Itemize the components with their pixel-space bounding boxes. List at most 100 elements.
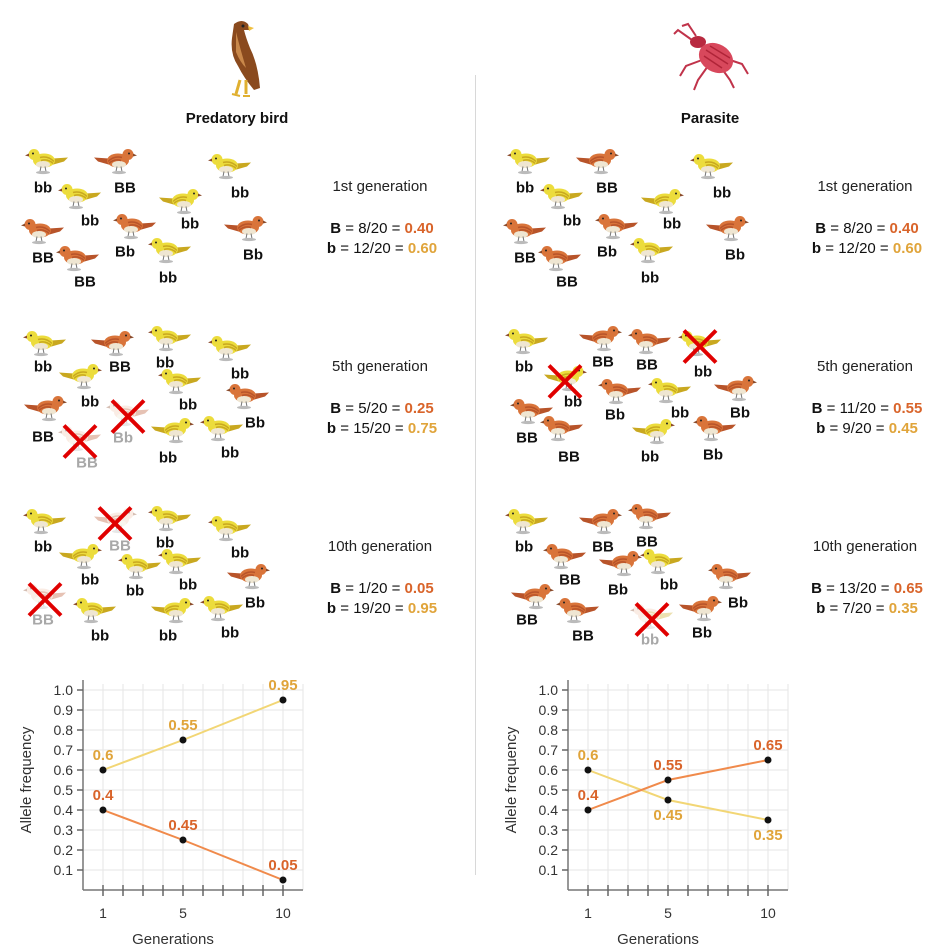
genotype-label: Bb bbox=[115, 243, 135, 261]
allele-symbol: B bbox=[330, 400, 342, 417]
eliminated-cross-icon bbox=[26, 581, 64, 624]
allele-fraction: 5/20 bbox=[358, 400, 388, 417]
orange-bird-icon bbox=[502, 216, 548, 251]
allele-fraction: 8/20 bbox=[843, 220, 873, 237]
genotype-label: BB bbox=[32, 428, 54, 446]
genotype-label: bb bbox=[693, 363, 713, 381]
genotype-label: bb bbox=[659, 576, 679, 594]
yellow-bird-icon bbox=[149, 415, 195, 450]
data-point bbox=[179, 836, 187, 844]
genotype-label: bb bbox=[80, 393, 100, 411]
allele-fraction: 1/20 bbox=[358, 580, 388, 597]
y-tick-label: 0.8 bbox=[54, 722, 74, 738]
allele-symbol: B bbox=[811, 580, 822, 597]
allele-fraction: 9/20 bbox=[842, 420, 872, 437]
data-label: 0.45 bbox=[168, 817, 197, 834]
orange-bird-icon bbox=[577, 323, 623, 358]
genotype-label: BB bbox=[114, 179, 136, 197]
allele-symbol: B bbox=[330, 580, 342, 597]
genotype-label: Bb bbox=[597, 243, 617, 261]
orange-bird-icon bbox=[509, 396, 555, 431]
y-axis-label: Allele frequency bbox=[18, 726, 35, 833]
genotype-label: bb bbox=[90, 627, 110, 645]
hawk-icon bbox=[231, 21, 260, 97]
data-point bbox=[664, 776, 672, 784]
genotype-label: Bb bbox=[245, 594, 265, 612]
yellow-bird-icon bbox=[157, 366, 203, 401]
generation-label: 5th generation bbox=[332, 358, 428, 375]
allele-symbol: b bbox=[326, 240, 337, 257]
genotype-label: bb bbox=[33, 538, 53, 556]
yellow-bird-icon bbox=[207, 513, 253, 548]
y-tick-label: 0.2 bbox=[539, 842, 559, 858]
allele-frequency-value: 0.35 bbox=[888, 600, 918, 617]
genotype-label: bb bbox=[178, 396, 198, 414]
allele-fraction: 12/20 bbox=[838, 240, 876, 257]
chart-parasite: 0.1 0.2 0.3 0.4 0.5 0.6 0.7 0.8 0.9 1.0 1 5 10 Genera… bbox=[503, 680, 789, 948]
recessive-allele-frequency: b = 12/20 = 0.60 bbox=[811, 240, 923, 257]
allele-fraction: 7/20 bbox=[842, 600, 872, 617]
genotype-label: BB bbox=[76, 454, 98, 472]
dominant-allele-frequency: B = 8/20 = 0.40 bbox=[330, 220, 434, 237]
data-label: 0.65 bbox=[753, 737, 782, 754]
allele-frequency-value: 0.45 bbox=[888, 420, 918, 437]
allele-frequency-value: 0.75 bbox=[407, 420, 438, 437]
genotype-label: bb bbox=[180, 215, 200, 233]
orange-bird-icon bbox=[677, 593, 723, 628]
genotype-label: BB bbox=[74, 273, 96, 291]
genotype-label: bb bbox=[155, 534, 175, 552]
y-tick-label: 1.0 bbox=[539, 682, 559, 698]
yellow-bird-icon bbox=[199, 413, 245, 448]
dominant-allele-frequency: B = 13/20 = 0.65 bbox=[811, 580, 923, 597]
dominant-allele-frequency: B = 1/20 = 0.05 bbox=[330, 580, 434, 597]
yellow-bird-icon bbox=[639, 546, 685, 581]
yellow-bird-icon bbox=[24, 146, 70, 181]
orange-bird-icon bbox=[89, 328, 135, 363]
genotype-label: bb bbox=[712, 184, 732, 202]
column-title-predatory-bird: Predatory bird bbox=[185, 110, 289, 127]
yellow-bird-icon bbox=[57, 361, 103, 396]
orange-bird-icon bbox=[597, 376, 643, 411]
allele-frequency-value: 0.40 bbox=[889, 220, 919, 237]
yellow-bird-icon bbox=[22, 328, 68, 363]
y-tick-label: 0.4 bbox=[539, 802, 559, 818]
allele-fraction: 19/20 bbox=[353, 600, 391, 617]
y-tick-label: 0.5 bbox=[54, 782, 74, 798]
genotype-label: bb bbox=[125, 582, 145, 600]
allele-frequency-value: 0.55 bbox=[893, 400, 923, 417]
y-tick-label: 0.2 bbox=[54, 842, 74, 858]
yellow-bird-icon bbox=[639, 186, 685, 221]
orange-bird-icon bbox=[112, 211, 158, 246]
y-tick-label: 0.1 bbox=[54, 862, 74, 878]
orange-bird-icon bbox=[707, 561, 753, 596]
chart-predatory-bird: 0.1 0.2 0.3 0.4 0.5 0.6 0.7 0.8 0.9 1.0 1 5 10 Genera… bbox=[18, 677, 304, 948]
recessive-allele-frequency: b = 15/20 = 0.75 bbox=[326, 420, 438, 437]
yellow-bird-icon bbox=[57, 541, 103, 576]
grid bbox=[568, 684, 789, 890]
dominant-allele-frequency: B = 8/20 = 0.40 bbox=[815, 220, 919, 237]
y-tick-label: 0.5 bbox=[539, 782, 559, 798]
allele-symbol: B bbox=[811, 400, 823, 417]
orange-bird-icon bbox=[627, 326, 673, 361]
orange-bird-icon bbox=[627, 501, 673, 536]
generation-label: 1st generation bbox=[332, 178, 428, 195]
orange-bird-icon bbox=[542, 541, 588, 576]
data-point bbox=[279, 876, 287, 884]
genotype-label: BB bbox=[516, 429, 538, 447]
data-point bbox=[764, 756, 772, 764]
eliminated-cross-icon bbox=[61, 423, 99, 466]
orange-bird-icon bbox=[22, 393, 68, 428]
orange-bird-icon bbox=[509, 581, 555, 616]
parasite-icon bbox=[673, 22, 749, 91]
orange-bird-icon bbox=[55, 243, 101, 278]
column-title-parasite: Parasite bbox=[680, 110, 740, 127]
orange-bird-icon bbox=[225, 561, 271, 596]
genotype-label: bb bbox=[80, 212, 100, 230]
genotype-label: bb bbox=[515, 179, 535, 197]
allele-frequency-value: 0.40 bbox=[404, 220, 434, 237]
genotype-label: BB bbox=[636, 533, 658, 551]
x-axis-label: Generations bbox=[132, 931, 214, 948]
orange-bird-icon bbox=[20, 216, 66, 251]
orange-bird-icon bbox=[704, 213, 750, 248]
recessive-allele-frequency: b = 7/20 = 0.35 bbox=[816, 600, 918, 617]
